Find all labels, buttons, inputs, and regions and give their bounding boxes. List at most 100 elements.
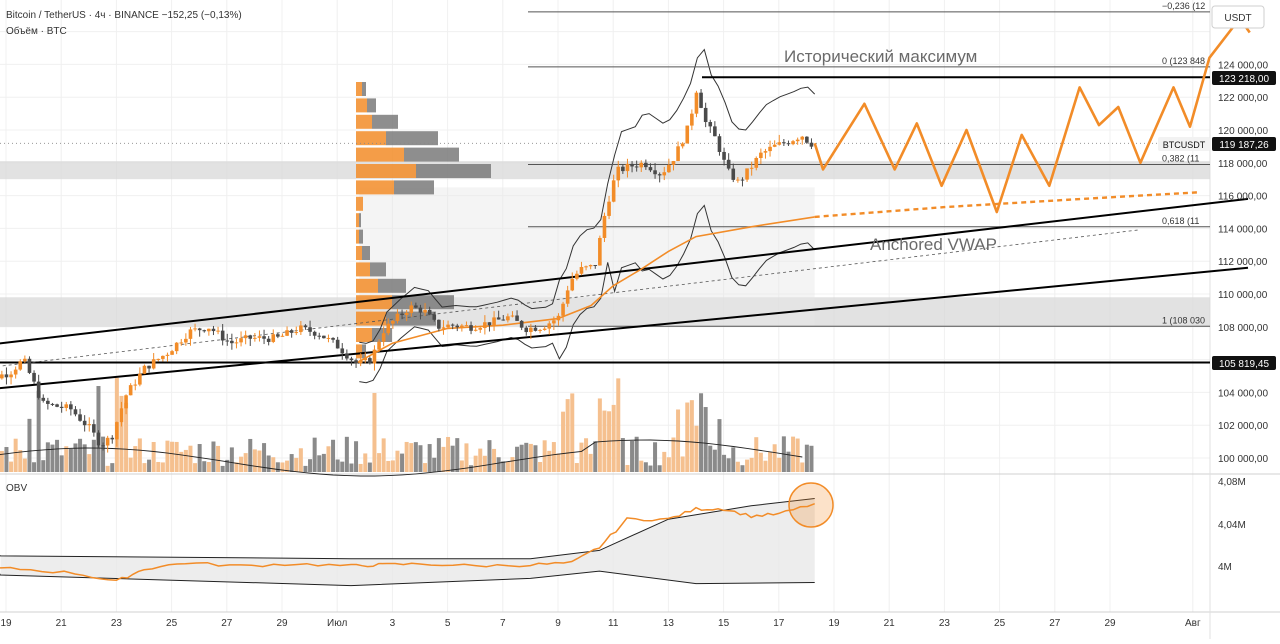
candle-body [391, 320, 395, 324]
candle-body [496, 317, 501, 320]
volume-bar [409, 443, 414, 472]
volume-bar [607, 411, 612, 472]
candle-body [32, 372, 36, 382]
volume-bar [68, 448, 73, 472]
volume-bar [312, 437, 317, 472]
volume-bar [386, 460, 391, 472]
candle-body [795, 139, 800, 142]
ath-price-text: 123 218,00 [1219, 74, 1269, 85]
volume-bar [41, 460, 46, 472]
volume-bar [289, 454, 294, 472]
candle-body [165, 354, 170, 356]
volume-bar [349, 463, 354, 472]
volume-profile-down [362, 246, 370, 260]
candle-body [703, 107, 708, 123]
symbol-header: Bitcoin / TetherUS · 4ч · BINANCE −152,2… [6, 10, 242, 21]
volume-bar [671, 437, 676, 472]
volume-profile-down [394, 180, 434, 195]
candle-body [308, 327, 312, 332]
volume-bar [754, 437, 759, 472]
candle-body [73, 409, 78, 415]
candle-body [156, 358, 161, 360]
candle-body [501, 319, 506, 321]
candle-body [69, 404, 73, 410]
candle-body [731, 168, 736, 180]
candle-body [680, 143, 685, 147]
volume-bar [804, 444, 809, 472]
volume-bar [340, 461, 345, 472]
candle-body [542, 328, 547, 330]
candle-body [763, 151, 768, 153]
candle-body [197, 328, 202, 331]
volume-bar [13, 438, 18, 472]
volume-bar [303, 465, 308, 472]
volume-bar [455, 438, 460, 472]
y-axis-tick: 116 000,00 [1218, 192, 1268, 203]
volume-bar [717, 419, 722, 472]
volume-profile-up [356, 213, 359, 228]
x-axis-tick: Авг [1185, 618, 1201, 629]
y-axis-tick: 104 000,00 [1218, 388, 1268, 399]
candle-body [782, 142, 786, 144]
volume-bar [745, 459, 750, 472]
candle-body [243, 335, 248, 339]
candle-body [18, 361, 23, 370]
volume-bar [653, 442, 658, 472]
candle-body [722, 151, 726, 160]
volume-bar [791, 436, 796, 472]
candle-body [625, 163, 630, 172]
candle-body [754, 158, 759, 168]
volume-bar [331, 439, 336, 472]
candle-body [492, 317, 496, 326]
volume-bar [372, 392, 377, 472]
volume-bar [450, 445, 455, 472]
candle-body [216, 330, 220, 332]
volume-bar [777, 457, 782, 472]
candle-body [193, 328, 197, 330]
currency-button[interactable]: USDT [1211, 5, 1265, 29]
candle-body [768, 146, 772, 152]
volume-bar [18, 450, 23, 472]
volume-bar [436, 438, 441, 472]
volume-profile-up [356, 311, 386, 326]
volume-bar [524, 442, 529, 472]
volume-bar [473, 455, 478, 472]
volume-bar [216, 445, 221, 472]
candle-body [46, 400, 50, 404]
volume-bar [482, 455, 487, 472]
volume-bar [174, 441, 179, 472]
candle-body [161, 355, 165, 359]
volume-bar [427, 444, 432, 472]
candle-body [478, 328, 483, 330]
candle-body [749, 167, 754, 169]
volume-bar [266, 455, 271, 472]
volume-bar [9, 461, 14, 472]
x-axis-tick: 25 [994, 618, 1006, 629]
candle-body [556, 315, 561, 321]
volume-bar [82, 444, 87, 472]
ath-price-tag: 123 218,00 [1212, 71, 1276, 85]
volume-bar [593, 441, 598, 472]
volume-bar [280, 462, 285, 472]
candle-body [368, 358, 372, 364]
candle-body [648, 167, 653, 171]
volume-profile-down [392, 295, 454, 310]
candle-body [115, 422, 119, 440]
channel-lower-line [0, 266, 1249, 390]
candle-body [202, 330, 207, 332]
candle-body [805, 136, 809, 143]
x-axis-tick: 19 [828, 618, 840, 629]
volume-bar [459, 460, 464, 472]
candle-body [667, 164, 671, 173]
candle-body [570, 278, 575, 291]
volume-bar [137, 438, 142, 472]
candle-body [280, 335, 285, 337]
vwap-projection-line [814, 191, 1199, 219]
volume-bar [64, 446, 69, 472]
volume-bar [722, 454, 727, 472]
volume-bar [202, 461, 207, 472]
volume-bar [768, 451, 773, 472]
volume-bar [588, 453, 593, 472]
